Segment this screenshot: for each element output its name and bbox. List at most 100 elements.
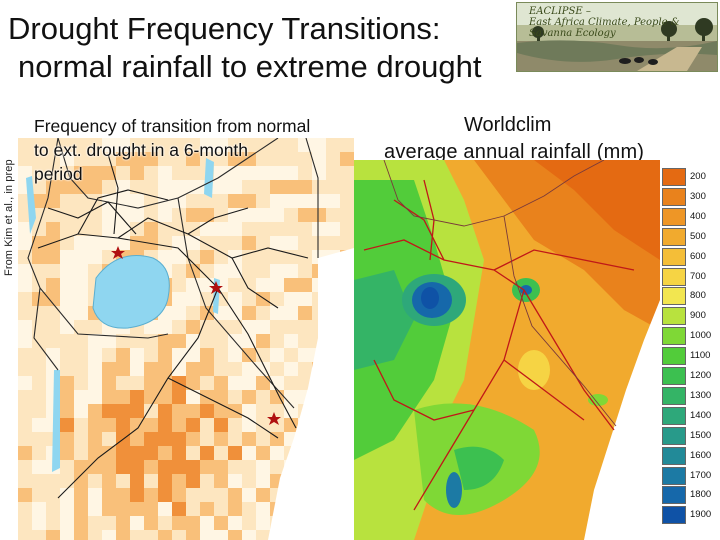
frequency-cell — [256, 530, 270, 540]
frequency-cell — [214, 376, 228, 390]
frequency-cell — [74, 348, 88, 362]
frequency-cell — [46, 194, 60, 208]
legend-row: 900 — [660, 305, 720, 326]
frequency-cell — [116, 488, 130, 502]
frequency-cell — [284, 376, 298, 390]
frequency-cell — [242, 264, 256, 278]
frequency-cell — [326, 180, 340, 194]
lake-tanganyika — [52, 370, 60, 472]
frequency-cell — [200, 418, 214, 432]
frequency-cell — [130, 418, 144, 432]
frequency-cell — [102, 502, 116, 516]
legend-label: 1800 — [690, 489, 712, 501]
legend-label: 1900 — [690, 509, 712, 521]
frequency-cell — [18, 530, 32, 540]
country-borders — [27, 138, 319, 409]
frequency-cell — [228, 390, 242, 404]
frequency-cell — [46, 502, 60, 516]
frequency-cell — [18, 502, 32, 516]
frequency-cell — [158, 362, 172, 376]
frequency-cell — [172, 166, 186, 180]
frequency-cell — [312, 208, 326, 222]
frequency-cell — [60, 166, 74, 180]
frequency-cell — [102, 418, 116, 432]
frequency-cell — [46, 264, 60, 278]
legend-swatch — [662, 446, 686, 465]
frequency-cell — [284, 180, 298, 194]
legend-swatch — [662, 466, 686, 485]
frequency-cell — [228, 278, 242, 292]
frequency-cell — [144, 502, 158, 516]
frequency-cell — [214, 362, 228, 376]
frequency-cell — [172, 208, 186, 222]
rainfall-map-borders — [383, 160, 617, 427]
frequency-cell — [32, 306, 46, 320]
frequency-cell — [88, 222, 102, 236]
frequency-cell — [186, 530, 200, 540]
legend-row: 1900 — [660, 504, 720, 525]
frequency-cell — [326, 236, 340, 250]
frequency-cell — [74, 530, 88, 540]
frequency-cell — [228, 138, 242, 152]
frequency-cell — [298, 166, 312, 180]
legend-row: 300 — [660, 186, 720, 206]
frequency-cell — [88, 138, 102, 152]
frequency-cell — [144, 488, 158, 502]
frequency-cell — [46, 292, 60, 306]
station-markers — [111, 246, 281, 425]
frequency-cell — [88, 516, 102, 530]
legend-swatch — [662, 367, 686, 385]
frequency-cell — [200, 208, 214, 222]
frequency-cell — [186, 460, 200, 474]
legend-swatch — [662, 168, 686, 186]
frequency-cell — [74, 138, 88, 152]
frequency-cell — [60, 404, 74, 418]
frequency-cell — [46, 278, 60, 292]
frequency-cell — [144, 194, 158, 208]
frequency-cell — [242, 474, 256, 488]
frequency-cell — [284, 152, 298, 166]
frequency-cell — [298, 264, 312, 278]
frequency-cell — [214, 488, 228, 502]
frequency-cell — [340, 236, 354, 250]
frequency-cell — [186, 194, 200, 208]
frequency-cell — [116, 348, 130, 362]
station-star-coast — [267, 412, 281, 425]
frequency-cell — [172, 264, 186, 278]
frequency-cell — [46, 530, 60, 540]
frequency-cell — [270, 362, 284, 376]
frequency-cell — [298, 222, 312, 236]
frequency-cell — [46, 306, 60, 320]
frequency-cell — [130, 180, 144, 194]
frequency-cell — [158, 418, 172, 432]
frequency-cell — [270, 334, 284, 348]
legend-swatch — [662, 287, 686, 306]
frequency-cell — [102, 432, 116, 446]
frequency-cell — [144, 362, 158, 376]
left-caption-line-3: period — [34, 164, 83, 184]
frequency-cell — [130, 474, 144, 488]
frequency-cell — [116, 474, 130, 488]
legend-label: 600 — [690, 250, 706, 262]
frequency-cell — [88, 180, 102, 194]
legend-row: 1200 — [660, 365, 720, 385]
frequency-cell — [340, 152, 354, 166]
legend-swatch — [662, 347, 686, 366]
frequency-cell — [74, 166, 88, 180]
frequency-cell — [242, 250, 256, 264]
frequency-cell — [32, 180, 46, 194]
legend-row: 1000 — [660, 325, 720, 346]
frequency-cell — [74, 446, 88, 460]
legend-label: 1200 — [690, 370, 712, 381]
frequency-cell — [340, 180, 354, 194]
frequency-cell — [74, 418, 88, 432]
frequency-cell — [214, 460, 228, 474]
frequency-cell — [172, 502, 186, 516]
frequency-cell — [256, 418, 270, 432]
frequency-cell — [298, 278, 312, 292]
frequency-cell — [130, 460, 144, 474]
frequency-cell — [144, 418, 158, 432]
legend-row: 700 — [660, 266, 720, 286]
frequency-cell — [144, 376, 158, 390]
lake-turkana — [204, 158, 214, 198]
